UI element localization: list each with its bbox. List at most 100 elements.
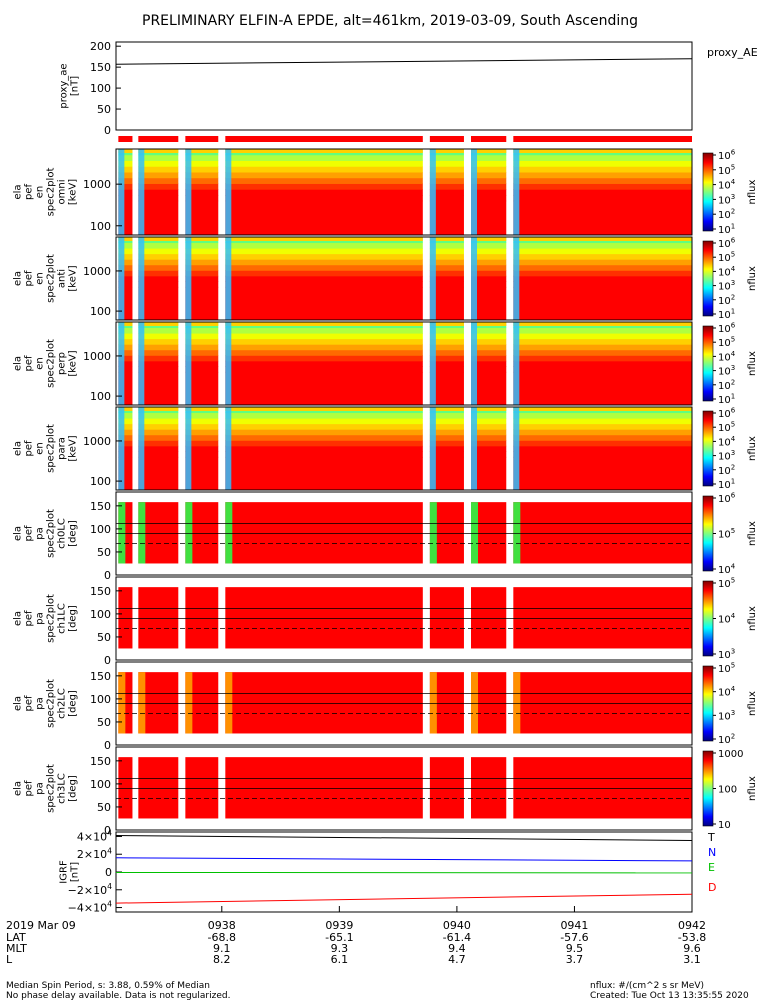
axis-label-line: ch1LC	[57, 603, 68, 634]
spectrogram-band	[185, 434, 219, 441]
legend-proxy-ae: proxy_AE	[707, 46, 758, 59]
axis-label-line: spec2plot	[46, 594, 57, 643]
spectrogram-band	[429, 237, 464, 241]
spectrogram-band	[185, 327, 219, 334]
colorbar-tick-label: 100	[718, 785, 737, 796]
pitch-angle-edge	[513, 502, 521, 564]
legend-N: N	[708, 846, 716, 859]
spectrogram-band	[138, 429, 179, 436]
colorbar-tick-label: 105	[718, 662, 735, 676]
y-tick-label: −4×104	[68, 900, 112, 915]
spectrogram-edge	[138, 237, 145, 320]
y-tick-label: 0	[104, 654, 111, 667]
spectrogram-band	[185, 171, 219, 179]
spectrogram-band	[138, 160, 179, 167]
colorbar-tick-label: 104	[718, 612, 736, 626]
spectrogram-band	[225, 456, 423, 490]
colorbar-tick-label: 105	[718, 527, 735, 541]
axis-label-line: proxy_ae	[59, 63, 70, 108]
anti-spectrogram-panel: 100 1000 ela pef en spec2plot anti [keV]	[13, 236, 693, 321]
proxy-ae-axis-label: proxy_ae [nT]	[59, 63, 81, 108]
colorbar-tick-label: 104	[718, 685, 736, 699]
spectrogram-band	[138, 286, 179, 320]
pitch-angle-fill	[225, 757, 423, 819]
axis-label-line: spec2plot	[46, 339, 57, 388]
y-tick-label: 50	[97, 103, 111, 116]
spectrogram-band	[185, 366, 219, 373]
y-tick-label: 0	[105, 866, 112, 879]
spectrogram-band	[429, 355, 464, 362]
colorbar-tick-label: 103	[718, 279, 735, 293]
y-tick-label: 2×104	[77, 846, 112, 861]
spectrogram-band	[138, 423, 179, 430]
x-tick-lat: -65.1	[325, 931, 353, 944]
x-tick-time: 0941	[560, 919, 588, 932]
colorbar-tick-label: 102	[718, 208, 735, 222]
spectrogram-band	[138, 200, 179, 235]
panel-frame	[115, 148, 693, 236]
y-tick-label: 150	[90, 61, 111, 74]
spectrogram-band	[225, 407, 423, 411]
spectrogram-edge	[138, 322, 145, 405]
axis-label-line: [keV]	[68, 265, 79, 291]
y-tick-label: 100	[90, 305, 111, 318]
y-tick-label: 100	[90, 390, 111, 403]
spectrogram-band	[471, 440, 507, 447]
spectrogram-band	[185, 440, 219, 447]
spectrogram-band	[471, 189, 507, 196]
colorbar-tick-label: 101	[718, 478, 735, 492]
footer-right-2: Created: Tue Oct 13 13:35:55 2020	[590, 991, 749, 1000]
spectrogram-band	[471, 160, 507, 167]
axis-label-line: [deg]	[68, 690, 79, 717]
plot-title: PRELIMINARY ELFIN-A EPDE, alt=461km, 201…	[142, 13, 638, 29]
spectrogram-band	[225, 418, 423, 425]
ch1LC-axis-label: ela pef pa spec2plot ch1LC [deg]	[13, 594, 79, 643]
spectrogram-band	[513, 177, 692, 184]
spectrogram-band	[138, 242, 179, 249]
x-tick-time: 0942	[678, 919, 706, 932]
colorbar-tick-label: 10	[718, 820, 731, 831]
y-tick-label: 1000	[83, 350, 111, 363]
axis-label-line: spec2plot	[46, 764, 57, 813]
spectrogram-band	[225, 366, 423, 373]
x-tick-mlt: 9.1	[213, 942, 231, 955]
spectrogram-band	[225, 194, 423, 202]
axis-label-line: spec2plot	[46, 168, 57, 217]
spectrogram-band	[138, 451, 179, 458]
spectrogram-band	[513, 200, 692, 235]
axis-label-line: ela	[13, 696, 24, 711]
pitch-angle-fill	[185, 757, 219, 819]
spectrogram-band	[513, 237, 692, 241]
spectrogram-band	[225, 333, 423, 340]
spectrogram-band	[138, 275, 179, 282]
colorbar-ramp	[702, 580, 714, 657]
spectrogram-band	[513, 248, 692, 255]
spectrogram-band	[513, 183, 692, 190]
colorbar-tick-label: 103	[718, 193, 735, 207]
y-tick-label: 50	[97, 716, 111, 729]
spectrogram-edge	[185, 407, 192, 490]
pitch-angle-edge	[225, 672, 233, 734]
colorbar-tick-label: 102	[718, 463, 735, 477]
spectrogram-band	[118, 412, 133, 419]
spectrogram-band	[225, 355, 423, 362]
spectrogram-band	[225, 160, 423, 167]
spectrogram-band	[429, 338, 464, 345]
axis-label-line: [keV]	[68, 350, 79, 376]
spectrogram-band	[138, 371, 179, 405]
spectrogram-band	[185, 237, 219, 241]
spectrogram-band	[471, 177, 507, 184]
spectrogram-band	[429, 429, 464, 436]
spectrogram-band	[138, 281, 179, 288]
spectrogram-band	[225, 412, 423, 419]
spectrogram-band	[225, 237, 423, 241]
axis-label-line: ch3LC	[57, 773, 68, 804]
footer-left-2: No phase delay available. Data is not re…	[6, 991, 230, 1000]
spectrogram-band	[429, 275, 464, 282]
axis-label-line: ela	[13, 184, 24, 199]
pitch-angle-fill	[513, 757, 692, 819]
x-tick-mlt: 9.4	[448, 942, 466, 955]
row-label-mlt: MLT	[6, 942, 27, 955]
spectrogram-band	[138, 154, 179, 161]
